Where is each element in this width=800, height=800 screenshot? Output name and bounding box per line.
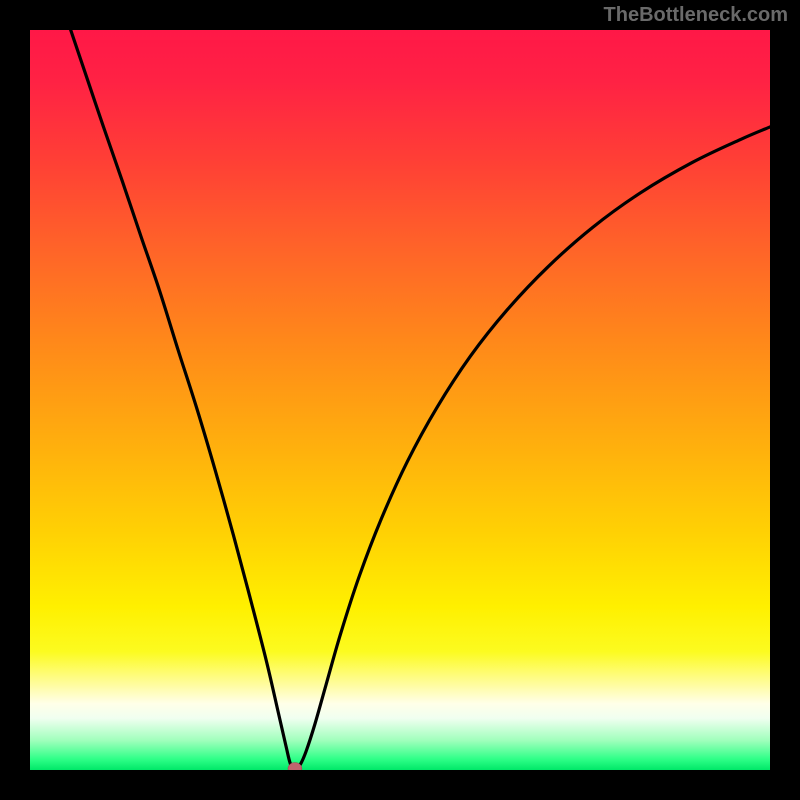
plot-area	[30, 30, 770, 770]
curve-layer	[30, 30, 770, 770]
watermark-text: TheBottleneck.com	[604, 4, 788, 27]
bottleneck-curve	[71, 30, 770, 770]
